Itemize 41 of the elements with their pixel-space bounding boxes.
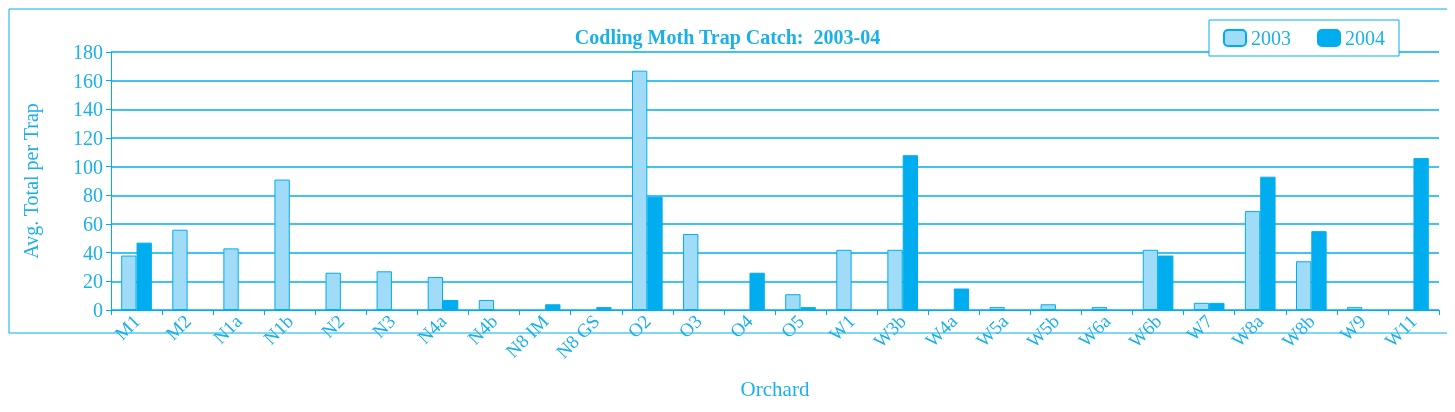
y-tick-label: 140 bbox=[73, 98, 103, 121]
x-tick-label: W3b bbox=[869, 310, 911, 352]
y-tick-label: 20 bbox=[83, 270, 103, 293]
x-tick-label: M1 bbox=[110, 310, 144, 345]
x-tick-label: W1 bbox=[824, 310, 860, 345]
x-tick-label: O4 bbox=[725, 310, 758, 342]
y-tick-label: 120 bbox=[73, 127, 103, 149]
x-tick-label: W11 bbox=[1380, 310, 1421, 352]
y-tick-label: 160 bbox=[73, 69, 103, 92]
x-tick-label: N3 bbox=[368, 310, 400, 342]
y-axis-title: Avg. Total per Trap bbox=[20, 103, 43, 259]
y-tick-label: 100 bbox=[73, 155, 103, 178]
x-tick-label: N4a bbox=[413, 310, 451, 348]
legend-label: 2003 bbox=[1251, 27, 1291, 49]
x-tick-label: W4a bbox=[921, 310, 962, 351]
chart-title: Codling Moth Trap Catch: 2003-04 bbox=[574, 26, 881, 49]
x-tick-label: N4b bbox=[463, 310, 502, 349]
x-axis-title: Orchard bbox=[740, 376, 810, 401]
x-tick-label: O5 bbox=[776, 310, 808, 342]
x-tick-label: N8 IM bbox=[501, 310, 553, 362]
x-tick-label: O2 bbox=[623, 310, 655, 342]
x-tick-label: W8b bbox=[1277, 310, 1319, 352]
x-tick-label: W5a bbox=[972, 310, 1013, 351]
x-tick-label: W7 bbox=[1182, 310, 1217, 345]
y-tick-label: 180 bbox=[73, 41, 103, 63]
x-tick-label: W6b bbox=[1124, 310, 1166, 352]
x-tick-label: M2 bbox=[161, 310, 196, 345]
y-tick-label: 80 bbox=[83, 184, 103, 207]
x-tick-label: N1a bbox=[208, 310, 247, 348]
x-tick-label: W5b bbox=[1022, 310, 1064, 352]
x-tick-label: W6a bbox=[1074, 310, 1115, 351]
y-tick-label: 0 bbox=[93, 299, 103, 321]
x-tick-label: W8a bbox=[1227, 310, 1269, 351]
x-tick-label: N2 bbox=[317, 310, 349, 342]
x-tick-label: N8 GS bbox=[551, 310, 604, 363]
x-tick-label: N1b bbox=[259, 310, 298, 349]
y-tick-label: 40 bbox=[83, 241, 103, 264]
x-tick-label: W9 bbox=[1335, 310, 1370, 345]
x-tick-label: O3 bbox=[674, 310, 706, 342]
legend-label: 2004 bbox=[1345, 27, 1385, 49]
y-tick-label: 60 bbox=[83, 213, 103, 235]
